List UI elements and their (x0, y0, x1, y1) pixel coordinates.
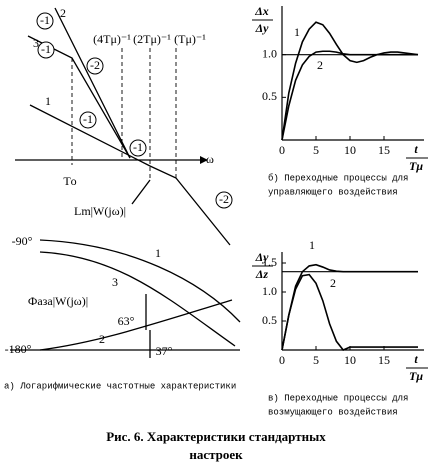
chart-caption: б) Переходные процессы для (268, 173, 408, 183)
slope-circle (86, 57, 104, 75)
diagram-label: 2 (60, 6, 66, 20)
chart-caption: возмущающего воздействия (268, 407, 398, 417)
diagram-label: (2Tμ)⁻¹ (133, 32, 171, 46)
x-tick-label: 5 (313, 143, 319, 157)
chart-caption: в) Переходные процессы для (268, 393, 408, 403)
diagram-label: (Tμ)⁻¹ (174, 32, 206, 46)
y-tick-label: 1.0 (262, 284, 277, 298)
chart-caption: управляющего воздействия (268, 187, 398, 197)
diagram-label: -1 (133, 140, 143, 154)
diagram-label: (4Tμ)⁻¹ (93, 32, 131, 46)
diagram-label: -180° (5, 342, 32, 356)
curve (281, 50, 418, 141)
curve-label: 1 (294, 25, 300, 39)
diagram-label: 2 (99, 332, 105, 346)
diagram-label: Tо (63, 174, 76, 188)
diagram-label: 3 (33, 36, 39, 50)
diagram-label: -90° (12, 234, 33, 248)
x-label: Tμ (409, 159, 423, 173)
x-tick-label: 15 (378, 353, 390, 367)
x-label: t (414, 352, 418, 366)
y-label: Δz (255, 267, 269, 281)
diagram-label: 3 (112, 275, 118, 289)
y-label: Δy (255, 21, 270, 35)
figure-caption: Рис. 6. Характеристики стандартных (106, 429, 326, 444)
diagram-caption: а) Логарифмические частотные характерист… (4, 381, 236, 391)
x-tick-label: 0 (279, 353, 285, 367)
lm-curve-1 (29, 104, 231, 246)
slope-circle (215, 191, 233, 209)
diagram-label: Фаза|W(jω)| (28, 294, 88, 308)
x-label: t (414, 142, 418, 156)
x-tick-label: 5 (313, 353, 319, 367)
figure-caption: настроек (189, 447, 243, 462)
axis-arrow (200, 156, 208, 164)
x-label: Tμ (409, 369, 423, 383)
phase-curve-3 (39, 251, 236, 347)
phase-curve-2 (39, 299, 233, 351)
diagram-label: 1 (155, 246, 161, 260)
diagram-label: ω (206, 152, 214, 166)
y-tick-label: 0.5 (262, 89, 277, 103)
diagram-label: -2 (90, 58, 100, 72)
y-label: Δx (254, 4, 269, 18)
y-label: Δy (255, 250, 270, 264)
y-tick-label: 1.5 (262, 255, 277, 269)
diagram-label: -1 (83, 112, 93, 126)
slope-circle (79, 111, 97, 129)
lm-curve-2 (54, 7, 131, 159)
curve (281, 273, 418, 351)
slope-circle (36, 12, 54, 30)
x-tick-label: 10 (344, 143, 356, 157)
curve (281, 263, 418, 351)
diagram-label: -1 (40, 13, 50, 27)
slope-circle (129, 139, 147, 157)
slope-circle (37, 41, 55, 59)
curve-label: 2 (330, 276, 336, 290)
y-tick-label: 0.5 (262, 313, 277, 327)
diagram-label: Lm|W(jω)| (74, 204, 126, 218)
pointer (131, 179, 151, 205)
diagram-label: -2 (219, 192, 229, 206)
curve-label: 1 (309, 238, 315, 252)
x-tick-label: 15 (378, 143, 390, 157)
diagram-lines (10, 7, 241, 358)
curve-label: 2 (317, 58, 323, 72)
diagram-label: -1 (41, 42, 51, 56)
curve (281, 21, 419, 141)
diagram-label: 37° (156, 344, 173, 358)
diagram-label: 63° (118, 314, 135, 328)
phase-curve-1 (39, 239, 241, 323)
y-tick-label: 1.0 (262, 46, 277, 60)
x-tick-label: 0 (279, 143, 285, 157)
diagram-label: 1 (45, 94, 51, 108)
x-tick-label: 10 (344, 353, 356, 367)
